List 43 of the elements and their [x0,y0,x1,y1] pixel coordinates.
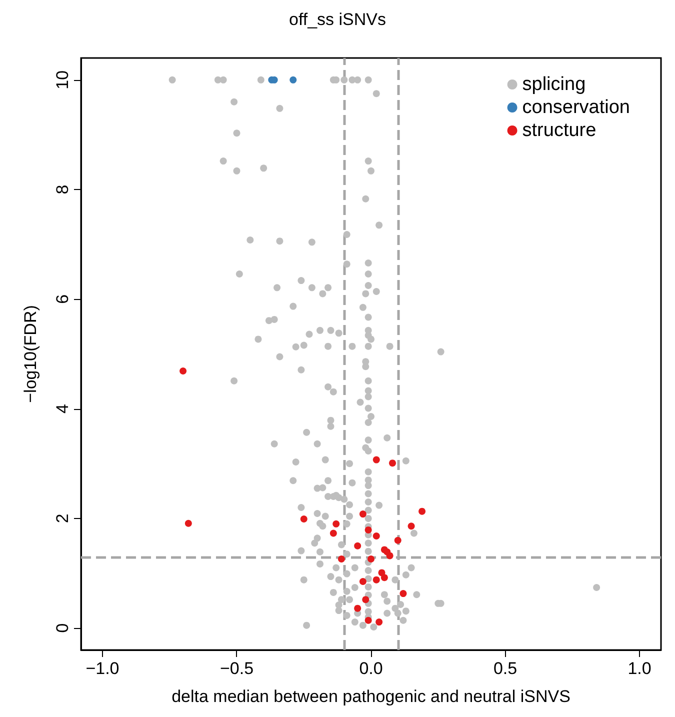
y-tick-label: 6 [53,294,72,304]
point [368,556,374,563]
point [372,576,380,584]
point [386,552,394,560]
point [408,522,415,530]
point [376,618,383,626]
point [290,76,297,84]
point [400,590,407,598]
point [300,515,308,522]
point [394,536,402,544]
point [359,578,366,585]
x-axis-title: delta median between pathogenic and neutral iSNVS [172,687,570,706]
point [332,520,340,528]
y-tick-label: 0 [53,623,72,633]
legend-label: conservation [522,97,630,118]
y-tick-label: 4 [53,404,72,414]
point [364,616,372,624]
point [354,542,362,550]
point [388,460,396,467]
y-tick-label: 10 [53,70,72,90]
point [418,508,426,515]
point [338,556,345,563]
point [184,520,192,527]
legend-label: structure [522,120,596,141]
x-tick-label: 0.0 [359,659,383,678]
x-tick-label: 1.0 [628,659,652,678]
y-tick-label: 2 [53,514,72,524]
point [380,574,388,582]
point [359,510,366,518]
point [180,367,187,374]
x-tick-label: −0.5 [220,659,254,678]
x-tick-label: 0.5 [493,659,518,678]
point [364,526,372,534]
point [354,604,362,612]
point [330,530,337,537]
x-tick-label: −1.0 [86,659,120,678]
chart-title: off_ss iSNVs [288,10,386,29]
point [372,456,380,464]
point [372,532,380,540]
legend-label: splicing [522,74,586,95]
point [362,596,370,604]
y-axis-title: −log10(FDR) [21,305,40,403]
y-tick-label: 8 [53,184,72,194]
